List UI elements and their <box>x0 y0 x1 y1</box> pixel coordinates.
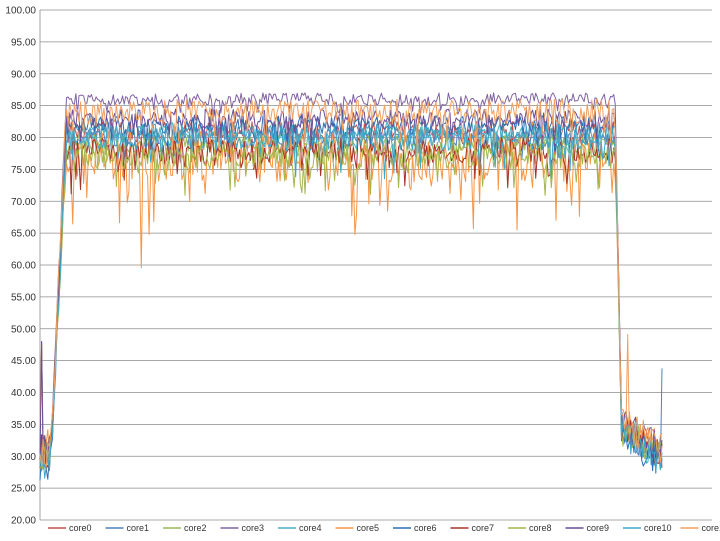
y-tick-label: 40.00 <box>11 388 36 399</box>
legend-label-core10: core10 <box>644 523 672 533</box>
y-tick-label: 55.00 <box>11 292 36 303</box>
legend-label-core7: core7 <box>472 523 495 533</box>
y-tick-label: 70.00 <box>11 197 36 208</box>
y-tick-label: 25.00 <box>11 484 36 495</box>
legend-label-core9: core9 <box>587 523 610 533</box>
series-line-core5 <box>39 130 663 456</box>
legend-label-core4: core4 <box>299 523 322 533</box>
y-tick-label: 100.00 <box>5 6 36 17</box>
y-axis-tick-labels: 20.00 25.00 30.00 35.00 40.00 45.00 50.00 55.00… <box>5 6 36 527</box>
legend-label-core3: core3 <box>242 523 265 533</box>
y-tick-label: 45.00 <box>11 356 36 367</box>
legend-label-core8: core8 <box>529 523 552 533</box>
legend-label-core0: core0 <box>69 523 92 533</box>
series-line-core10 <box>39 124 663 479</box>
series-line-core11 <box>39 98 663 468</box>
legend: core0 core1 core2 core3 core4 core5 core6 core7… <box>48 523 720 533</box>
legend-label-core1: core1 <box>127 523 150 533</box>
legend-label-core6: core6 <box>414 523 437 533</box>
y-tick-label: 20.00 <box>11 516 36 527</box>
series-line-core3 <box>40 92 663 467</box>
y-tick-label: 30.00 <box>11 452 36 463</box>
y-tick-label: 95.00 <box>11 37 36 48</box>
y-tick-label: 35.00 <box>11 420 36 431</box>
legend-label-core5: core5 <box>357 523 380 533</box>
legend-label-core2: core2 <box>184 523 207 533</box>
series-lines <box>39 92 663 481</box>
y-tick-label: 75.00 <box>11 165 36 176</box>
y-tick-label: 50.00 <box>11 324 36 335</box>
y-tick-label: 60.00 <box>11 261 36 272</box>
y-tick-label: 90.00 <box>11 69 36 80</box>
y-tick-label: 65.00 <box>11 229 36 240</box>
series-line-core9 <box>39 108 663 460</box>
y-tick-label: 85.00 <box>11 101 36 112</box>
legend-label-core11: core11 <box>702 523 720 533</box>
y-tick-label: 80.00 <box>11 133 36 144</box>
